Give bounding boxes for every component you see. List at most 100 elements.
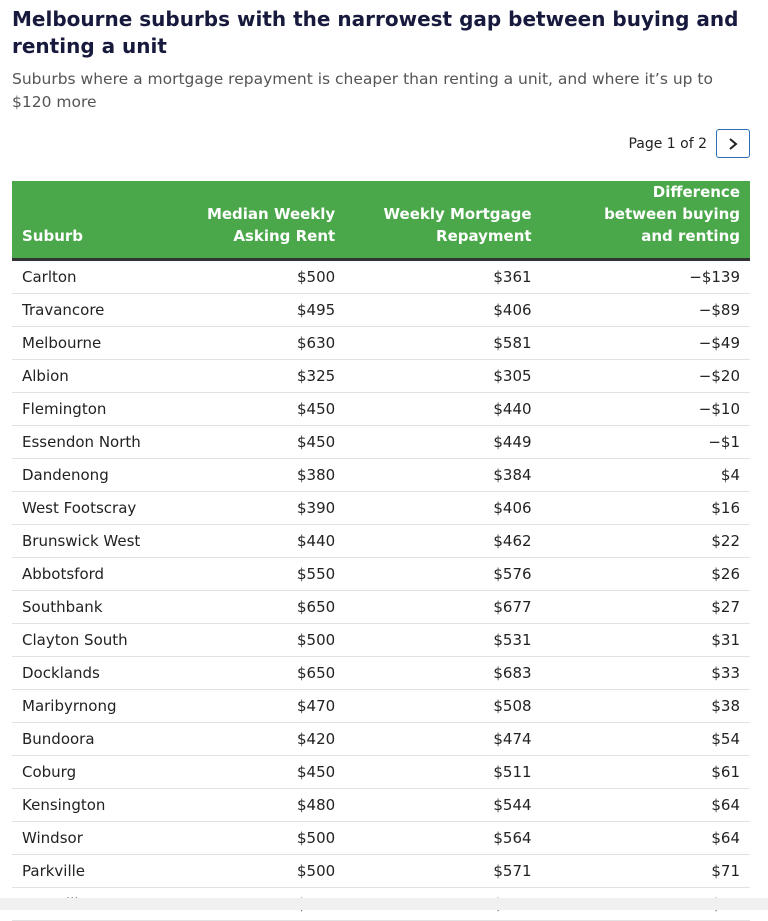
table-cell: $22 [541, 524, 750, 558]
table-cell: $480 [174, 788, 346, 822]
table-row: Coburg $450 $511 $61 [12, 755, 750, 789]
table-cell: Travancore [12, 293, 175, 327]
table-cell: Flemington [12, 392, 175, 426]
table-cell: $500 [174, 854, 346, 888]
table-cell: Essendon North [12, 425, 175, 459]
table-cell: West Footscray [12, 491, 175, 525]
table-cell: $474 [345, 722, 542, 756]
table-cell: Windsor [12, 821, 175, 855]
table-row: Dandenong $380 $384 $4 [12, 458, 750, 492]
table-cell: $361 [345, 259, 542, 294]
table-cell: $16 [541, 491, 750, 525]
table-row: West Footscray $390 $406 $16 [12, 491, 750, 525]
table-cell: $26 [541, 557, 750, 591]
table-row: Essendon North $450 $449 −$1 [12, 425, 750, 459]
header-row: Suburb Median Weekly Asking Rent Weekly Mo… [12, 181, 750, 261]
table-cell: Parkville [12, 854, 175, 888]
table-cell: $31 [541, 623, 750, 657]
table-cell: $64 [541, 821, 750, 855]
table-cell: $384 [345, 458, 542, 492]
table-cell: $564 [345, 821, 542, 855]
table-cell: $544 [345, 788, 542, 822]
table-cell: $650 [174, 590, 346, 624]
pagination: Page 1 of 2 [628, 129, 750, 158]
table-row: Brunswick West $440 $462 $22 [12, 524, 750, 558]
table-cell: −$139 [541, 259, 750, 294]
table-cell: $500 [174, 821, 346, 855]
table-cell: Brunswick West [12, 524, 175, 558]
table-cell: Clayton South [12, 623, 175, 657]
table-body: Carlton $500 $361 −$139 Travancore $495 $406 −$… [12, 259, 750, 921]
table-cell: $420 [174, 722, 346, 756]
table-cell: $71 [541, 854, 750, 888]
table-cell: $440 [345, 392, 542, 426]
table-cell: $4 [541, 458, 750, 492]
table-cell: −$89 [541, 293, 750, 327]
table-cell: $38 [541, 689, 750, 723]
column-header: Median Weekly Asking Rent [174, 181, 346, 261]
table-cell: $500 [174, 623, 346, 657]
table-cell: $406 [345, 293, 542, 327]
table-cell: $571 [345, 854, 542, 888]
table-cell: −$10 [541, 392, 750, 426]
table-row: Travancore $495 $406 −$89 [12, 293, 750, 327]
page-label: Page 1 of 2 [628, 135, 707, 152]
table-cell: $54 [541, 722, 750, 756]
table-cell: Dandenong [12, 458, 175, 492]
table-cell: $470 [174, 689, 346, 723]
table-cell: $500 [174, 259, 346, 294]
table-row: Kensington $480 $544 $64 [12, 788, 750, 822]
table-cell: Kensington [12, 788, 175, 822]
table-cell: $33 [541, 656, 750, 690]
table-cell: $531 [345, 623, 542, 657]
table-row: Clayton South $500 $531 $31 [12, 623, 750, 657]
data-table: Suburb Median Weekly Asking Rent Weekly Mo… [12, 181, 750, 921]
table-cell: −$20 [541, 359, 750, 393]
table-cell: Abbotsford [12, 557, 175, 591]
table-cell: $677 [345, 590, 542, 624]
table-cell: Carlton [12, 259, 175, 294]
table-row: Albion $325 $305 −$20 [12, 359, 750, 393]
table-cell: $576 [345, 557, 542, 591]
table-cell: $450 [174, 392, 346, 426]
column-header-text: Difference between buying and renting [604, 183, 740, 245]
table-cell: $630 [174, 326, 346, 360]
table-cell: Southbank [12, 590, 175, 624]
table-cell: $511 [345, 755, 542, 789]
table-cell: $390 [174, 491, 346, 525]
next-button[interactable] [716, 129, 750, 158]
table-cell: $683 [345, 656, 542, 690]
chevron-icon [729, 137, 738, 150]
table-cell: $462 [345, 524, 542, 558]
table-cell: $449 [345, 425, 542, 459]
title: Melbourne suburbs with the narrowest gap… [12, 7, 739, 58]
table-cell: Melbourne [12, 326, 175, 360]
table-cell: Albion [12, 359, 175, 393]
table-cell: −$1 [541, 425, 750, 459]
table-cell: Maribyrnong [12, 689, 175, 723]
table-cell: $581 [345, 326, 542, 360]
table-cell: $64 [541, 788, 750, 822]
table-cell: $650 [174, 656, 346, 690]
table-row: Parkville $500 $571 $71 [12, 854, 750, 888]
table-row: Windsor $500 $564 $64 [12, 821, 750, 855]
table-cell: $450 [174, 425, 346, 459]
column-header-text: Median Weekly Asking Rent [206, 205, 336, 245]
table-row: Carlton $500 $361 −$139 [12, 259, 750, 294]
table-cell: $508 [345, 689, 542, 723]
table-cell: $27 [541, 590, 750, 624]
table-row: Southbank $650 $677 $27 [12, 590, 750, 624]
table-cell: Bundoora [12, 722, 175, 756]
table-cell: −$49 [541, 326, 750, 360]
column-header-text: Suburb [22, 227, 84, 245]
table-cell: $550 [174, 557, 346, 591]
footer-band [0, 898, 768, 910]
table-row: Bundoora $420 $474 $54 [12, 722, 750, 756]
table-cell: Coburg [12, 755, 175, 789]
table-cell: $495 [174, 293, 346, 327]
column-header: Suburb [12, 181, 175, 261]
table-cell: $450 [174, 755, 346, 789]
subtitle: Suburbs where a mortgage repayment is ch… [12, 70, 713, 111]
table-cell: $325 [174, 359, 346, 393]
table-row: Melbourne $630 $581 −$49 [12, 326, 750, 360]
